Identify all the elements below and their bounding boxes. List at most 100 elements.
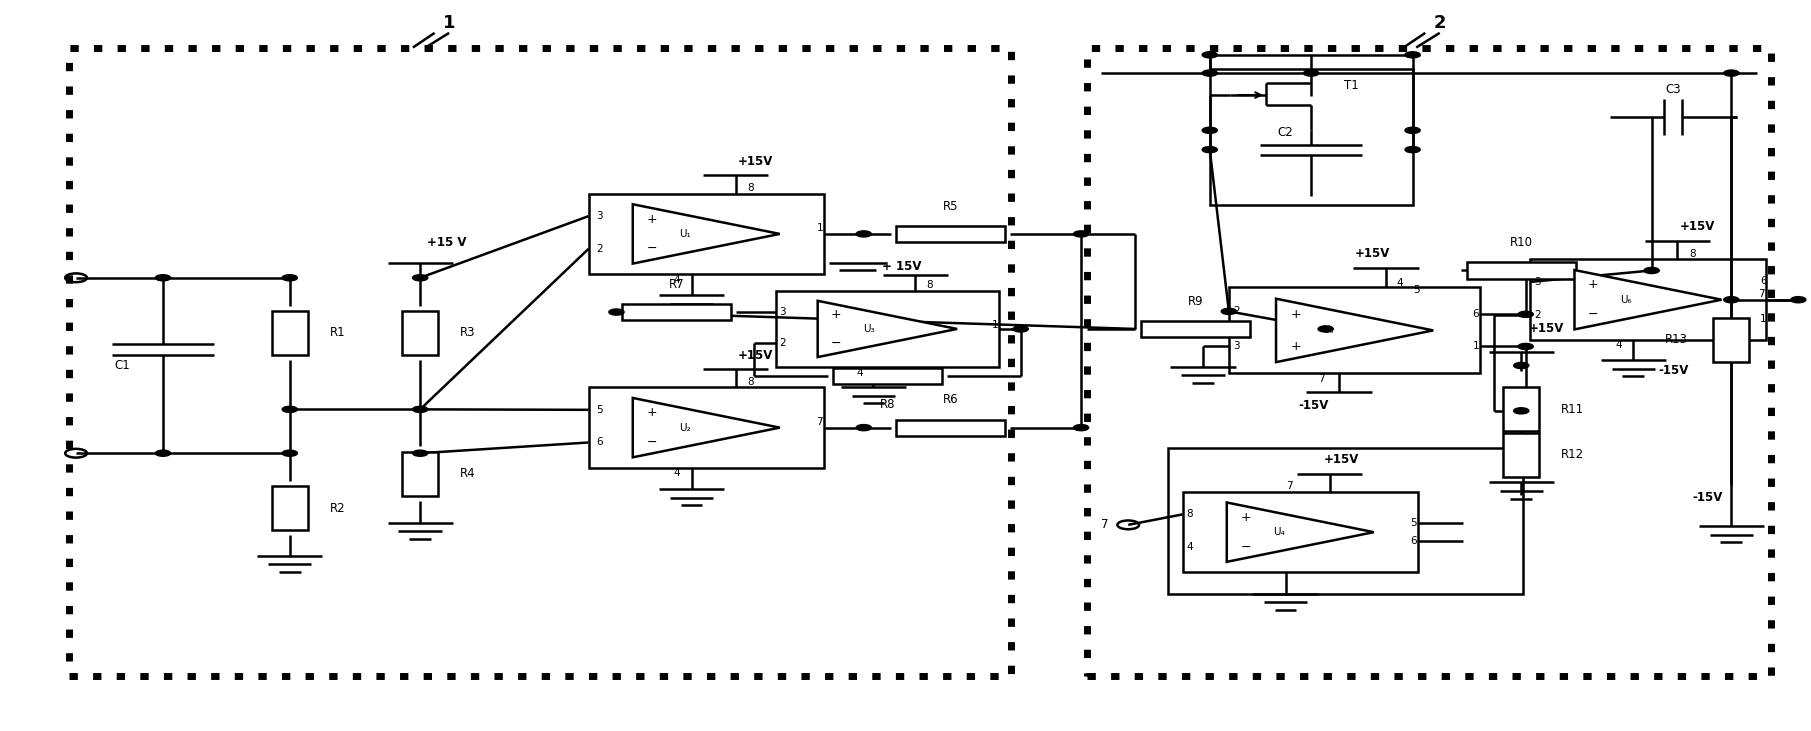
Text: +15V: +15V [737,349,773,362]
Bar [1141,321,1250,337]
Circle shape [1405,52,1420,58]
Circle shape [1405,127,1420,133]
Text: 2: 2 [779,338,786,348]
Circle shape [1518,344,1534,349]
Text: +: + [1291,308,1302,321]
Text: R8: R8 [880,398,895,411]
Circle shape [1203,127,1217,133]
Text: 7: 7 [1101,518,1108,531]
Text: R2: R2 [330,501,346,515]
Text: 5: 5 [1411,518,1416,529]
Bar [1713,318,1749,362]
Text: R13: R13 [1664,333,1688,346]
Circle shape [1724,70,1739,76]
Text: +: + [1588,279,1599,292]
Text: +15V: +15V [737,156,773,168]
Circle shape [283,275,297,281]
Circle shape [857,231,871,237]
Bar [833,368,942,385]
Text: 4: 4 [674,469,681,478]
Text: −: − [1241,540,1251,553]
Bar [1530,260,1766,340]
Text: -15V: -15V [1298,398,1329,412]
Text: 6: 6 [1760,276,1768,286]
Circle shape [413,450,427,456]
Circle shape [1203,70,1217,76]
Text: 6: 6 [1472,309,1480,319]
Text: 4: 4 [674,275,681,284]
Text: +: + [1241,511,1251,524]
Polygon shape [819,301,956,357]
Text: 7: 7 [1318,374,1324,385]
Text: +: + [1291,340,1302,353]
Text: 8: 8 [748,377,753,387]
Polygon shape [1277,299,1433,362]
Circle shape [1304,70,1318,76]
Text: -15V: -15V [1691,491,1722,504]
Text: +: + [647,406,657,420]
Text: 2: 2 [1534,309,1541,319]
Text: C1: C1 [114,359,130,372]
Text: R4: R4 [460,467,476,480]
Bar [402,452,438,496]
Bar [1210,69,1413,205]
Circle shape [1074,425,1088,431]
Text: 2: 2 [596,243,603,254]
Circle shape [1203,52,1217,58]
Text: R11: R11 [1561,403,1585,416]
Text: R5: R5 [944,200,958,213]
Circle shape [1012,326,1029,332]
Bar [589,194,824,274]
Text: 3: 3 [596,211,603,221]
Text: 6: 6 [596,437,603,447]
Text: −: − [647,436,657,449]
Text: U₂: U₂ [679,423,690,433]
Polygon shape [632,398,781,458]
Circle shape [283,450,297,456]
Bar [272,311,308,355]
Circle shape [1074,231,1088,237]
Text: +: + [647,213,657,226]
Text: 5: 5 [1413,284,1420,295]
Circle shape [1724,297,1739,303]
Bar [775,291,1000,367]
Bar [272,486,308,530]
Text: T1: T1 [1344,79,1358,92]
Text: 2: 2 [1434,15,1445,32]
Circle shape [1405,147,1420,153]
Text: +15V: +15V [1679,220,1715,233]
Circle shape [1318,326,1333,332]
Text: +: + [829,308,840,322]
Text: R12: R12 [1561,448,1585,461]
Text: +15 V: +15 V [427,236,467,249]
Text: C2: C2 [1277,126,1293,140]
Circle shape [1514,408,1528,414]
Text: 1: 1 [992,320,998,330]
Text: 3: 3 [1233,341,1241,352]
Circle shape [1203,147,1217,153]
Text: 8: 8 [925,280,933,289]
Text: 4: 4 [857,368,862,378]
Circle shape [1791,297,1806,303]
Circle shape [1221,308,1237,314]
Bar [1503,433,1539,477]
Bar [589,387,824,468]
Text: 6: 6 [1411,536,1416,546]
Circle shape [156,275,170,281]
Text: 8: 8 [748,183,753,193]
Text: U₆: U₆ [1621,295,1632,305]
Bar [896,226,1005,242]
Text: U₁: U₁ [679,229,690,239]
Bar [402,311,438,355]
Text: 8: 8 [1186,510,1193,519]
Text: −: − [647,242,657,255]
Bar [1087,48,1771,676]
Text: −: − [831,336,840,349]
Text: -15V: -15V [1659,365,1690,377]
Text: U₃: U₃ [864,324,875,334]
Polygon shape [1574,270,1722,330]
Polygon shape [1226,502,1375,562]
Text: R7: R7 [668,278,685,291]
Bar [1168,448,1523,594]
Text: 2: 2 [1233,306,1241,317]
